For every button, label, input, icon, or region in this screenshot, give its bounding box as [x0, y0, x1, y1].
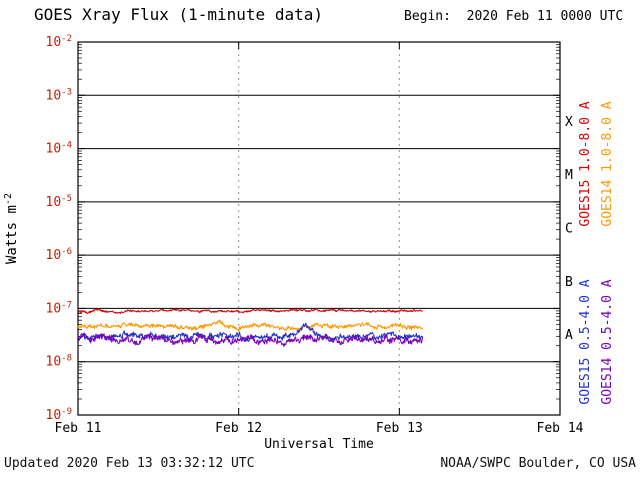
flare-class-label-m: M: [565, 168, 573, 183]
y-tick-label: 10-2: [46, 34, 73, 50]
begin-timestamp: Begin: 2020 Feb 11 0000 UTC: [404, 9, 624, 24]
flare-class-label-a: A: [565, 328, 573, 343]
y-axis-label: Watts m-2: [3, 193, 20, 264]
flare-class-label-x: X: [565, 115, 573, 130]
legend-goes14-1-0-8-0-a: GOES14 1.0-8.0 A: [600, 101, 615, 226]
y-tick-label: 10-4: [46, 141, 73, 157]
y-tick-label: 10-5: [46, 194, 73, 210]
y-tick-label: 10-8: [46, 354, 73, 370]
series-goes14-1-0-8-0-a: [77, 319, 424, 332]
y-tick-label: 10-6: [46, 247, 73, 263]
series-goes14-0-5-4-0-a: [77, 332, 424, 347]
chart-title: GOES Xray Flux (1-minute data): [34, 5, 323, 24]
y-tick-label: 10-7: [46, 300, 73, 316]
updated-timestamp: Updated 2020 Feb 13 03:32:12 UTC: [4, 456, 255, 471]
x-tick-label: Feb 13: [376, 421, 423, 436]
x-tick-label: Feb 12: [215, 421, 262, 436]
flare-class-label-c: C: [565, 222, 573, 237]
data-source: NOAA/SWPC Boulder, CO USA: [440, 456, 636, 471]
y-tick-label: 10-3: [46, 87, 73, 103]
series-goes15-1-0-8-0-a: [77, 307, 423, 315]
x-tick-label: Feb 14: [537, 421, 584, 436]
x-axis-label: Universal Time: [264, 437, 374, 452]
legend-goes15-0-5-4-0-a: GOES15 0.5-4.0 A: [578, 279, 593, 404]
y-tick-label: 10-9: [46, 407, 73, 423]
plot-border: [77, 41, 561, 416]
legend-goes14-0-5-4-0-a: GOES14 0.5-4.0 A: [600, 279, 615, 404]
flare-class-label-b: B: [565, 275, 573, 290]
x-tick-label: Feb 11: [55, 421, 102, 436]
legend-goes15-1-0-8-0-a: GOES15 1.0-8.0 A: [578, 101, 593, 226]
